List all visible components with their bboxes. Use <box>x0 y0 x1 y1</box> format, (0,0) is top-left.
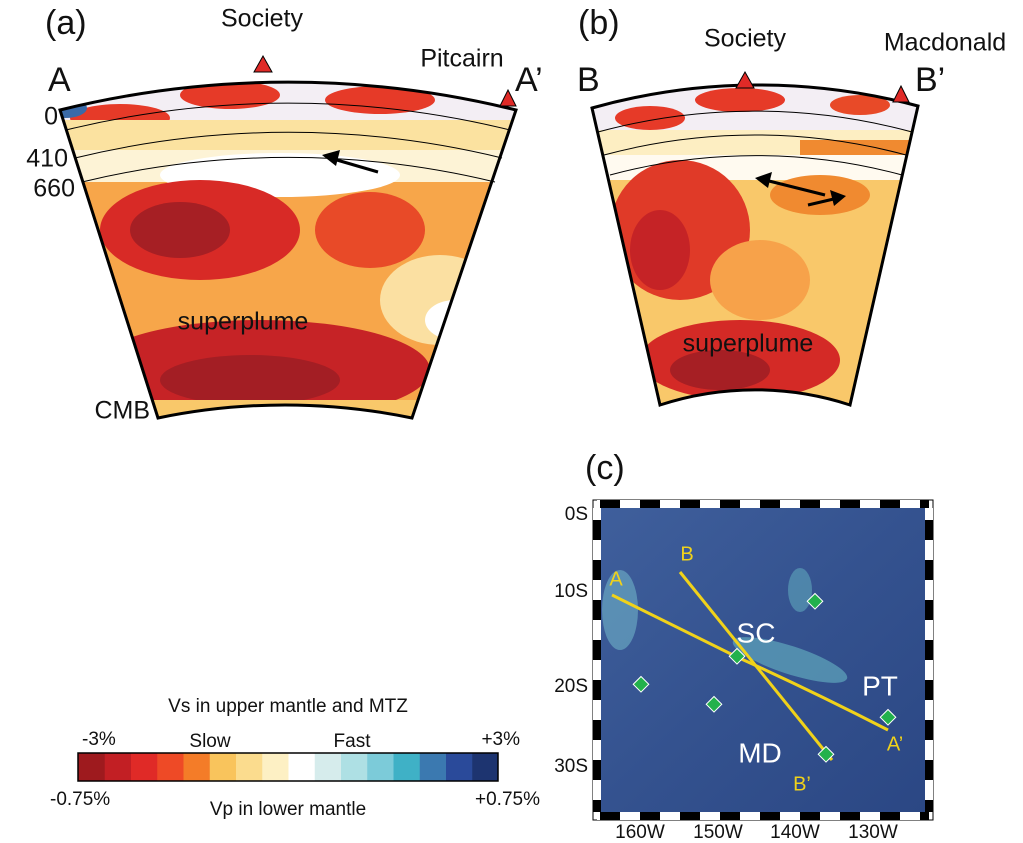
profile-end: A’ <box>515 61 543 99</box>
colorbar-swatch <box>209 753 236 781</box>
volcano-label: Society <box>221 5 303 33</box>
site-label: PT <box>862 670 898 701</box>
volcano-label: Pitcairn <box>420 45 503 73</box>
feature-label: superplume <box>178 308 309 336</box>
colorbar-swatch <box>235 753 263 781</box>
colorbar-swatch <box>445 753 473 781</box>
colorbar-swatch <box>471 753 499 781</box>
profile-label: B <box>680 543 693 565</box>
colorbar-swatch <box>104 753 131 781</box>
colorbar-label: Slow <box>189 731 230 752</box>
y-tick-label: 20S <box>554 676 588 697</box>
profile-end: B’ <box>915 61 945 99</box>
colorbar-swatch <box>288 753 315 781</box>
colorbar-label: +3% <box>481 729 520 750</box>
x-tick-label: 150W <box>693 822 743 843</box>
profile-start: A <box>48 61 71 99</box>
colorbar-label: -3% <box>82 729 116 750</box>
panel-b: (b) Society Macdonald B B’ superplume <box>577 4 1006 407</box>
colorbar-swatch <box>340 753 368 781</box>
colorbar-label: -0.75% <box>50 789 110 810</box>
y-tick-label: 30S <box>554 756 588 777</box>
colorbar-title: Vs in upper mantle and MTZ <box>168 696 408 717</box>
colorbar-label: Fast <box>334 731 372 752</box>
panel-a: (a) Society Pitcairn A A’ 0 410 660 CMB … <box>26 4 543 425</box>
volcano-label: Macdonald <box>884 29 1006 57</box>
colorbar-swatch <box>78 753 105 781</box>
profile-label: A <box>609 568 623 590</box>
feature-label: superplume <box>683 330 814 358</box>
colorbar-swatch <box>130 753 158 781</box>
colorbar-subtitle: Vp in lower mantle <box>210 799 366 820</box>
y-tick-label: 0S <box>565 504 588 525</box>
y-tick-label: 10S <box>554 581 588 602</box>
profile-label: A’ <box>887 733 903 755</box>
panel-label: (a) <box>45 4 87 42</box>
site-label: SC <box>737 617 776 648</box>
colorbar-label: +0.75% <box>475 789 540 810</box>
volcano-label: Society <box>704 25 786 53</box>
x-tick-label: 160W <box>615 822 665 843</box>
profile-start: B <box>577 61 600 99</box>
colorbar-swatch <box>393 753 420 781</box>
depth-label: 410 <box>26 145 68 173</box>
colorbar-swatch <box>183 753 210 781</box>
colorbar-swatch <box>366 753 394 781</box>
colorbar-swatch <box>314 753 341 781</box>
colorbar-swatch <box>419 753 446 781</box>
colorbar-swatch <box>261 753 289 781</box>
panel-label: (b) <box>578 4 620 42</box>
x-tick-label: 140W <box>770 822 820 843</box>
site-label: MD <box>738 737 782 768</box>
colorbar-swatch <box>156 753 184 781</box>
colorbar: Vs in upper mantle and MTZ -3% Slow Fast… <box>50 696 540 820</box>
map: (c) A A’ B B’ SC PT MD 0S 10S 20S 30S 16 <box>554 449 934 843</box>
profile-label: B’ <box>793 773 811 795</box>
depth-label: 660 <box>33 175 75 203</box>
panel-label: (c) <box>585 449 625 487</box>
x-tick-label: 130W <box>848 822 898 843</box>
cmb-label: CMB <box>94 397 150 425</box>
depth-label: 0 <box>44 103 58 131</box>
